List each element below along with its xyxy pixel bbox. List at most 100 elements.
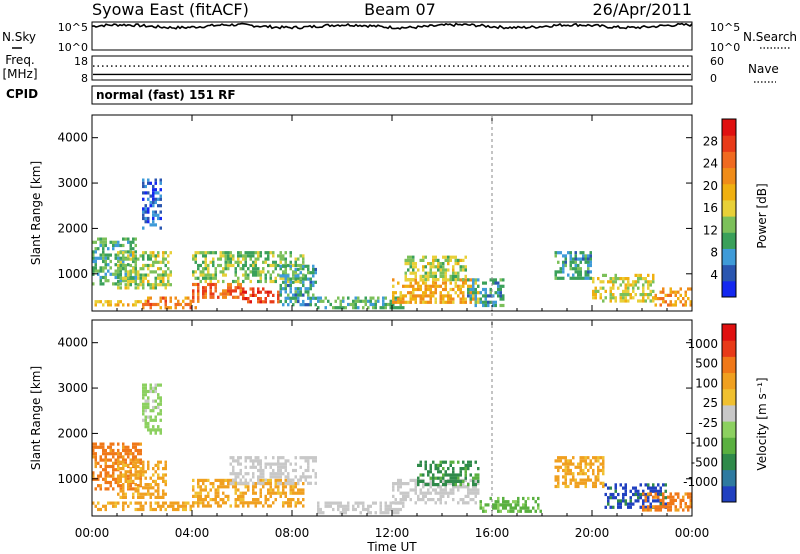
heatmap-cell xyxy=(244,270,247,274)
heatmap-cell xyxy=(302,303,305,307)
heatmap-cell xyxy=(237,488,240,492)
heatmap-cell xyxy=(272,254,275,258)
heatmap-cell xyxy=(99,243,102,248)
heatmap-cell xyxy=(467,501,470,505)
heatmap-cell xyxy=(154,178,157,182)
heatmap-cell xyxy=(284,459,287,463)
heatmap-cell xyxy=(279,267,282,271)
heatmap-cell xyxy=(112,471,115,475)
velocity-colorbar-label: Velocity [m s⁻¹] xyxy=(755,377,769,470)
heatmap-cell xyxy=(244,297,247,301)
heatmap-cell xyxy=(414,482,417,486)
heatmap-cell xyxy=(114,458,117,462)
heatmap-cell xyxy=(489,294,492,298)
heatmap-cell xyxy=(239,267,242,271)
heatmap-cell xyxy=(159,188,162,192)
heatmap-cell xyxy=(277,290,280,294)
heatmap-cell xyxy=(202,488,205,492)
heatmap-cell xyxy=(622,496,625,500)
heatmap-cell xyxy=(304,303,307,307)
heatmap-cell xyxy=(154,483,157,487)
heatmap-cell xyxy=(164,283,167,287)
heatmap-cell xyxy=(274,260,277,264)
heatmap-cell xyxy=(299,290,302,294)
heatmap-cell xyxy=(94,259,97,264)
heatmap-cell xyxy=(209,488,212,492)
heatmap-cell xyxy=(152,260,155,264)
heatmap-cell xyxy=(457,258,460,262)
heatmap-cell xyxy=(194,251,197,255)
heatmap-cell xyxy=(149,251,152,255)
heatmap-cell xyxy=(117,256,120,260)
heatmap-cell xyxy=(589,465,592,469)
heatmap-cell xyxy=(492,503,495,507)
heatmap-cell xyxy=(592,296,595,300)
heatmap-cell xyxy=(452,274,455,278)
colorbar-tick-label: 24 xyxy=(703,157,718,171)
heatmap-cell xyxy=(119,267,122,271)
heatmap-cell xyxy=(657,297,660,301)
heatmap-cell xyxy=(447,278,450,282)
heatmap-cell xyxy=(557,276,560,280)
heatmap-cell xyxy=(424,287,427,292)
heatmap-cell xyxy=(432,265,435,269)
heatmap-cell xyxy=(387,507,390,512)
heatmap-cell xyxy=(507,509,510,513)
heatmap-cell xyxy=(164,473,167,477)
heatmap-cell xyxy=(597,289,600,293)
heatmap-cell xyxy=(207,501,210,505)
power-colorbar-label: Power [dB] xyxy=(755,183,769,248)
heatmap-cell xyxy=(467,491,470,495)
heatmap-cell xyxy=(482,509,485,513)
heatmap-cell xyxy=(129,263,132,268)
heatmap-cell xyxy=(409,262,412,266)
heatmap-cell xyxy=(689,287,692,291)
heatmap-cell xyxy=(482,281,485,285)
heatmap-cell xyxy=(452,467,455,471)
heatmap-cell xyxy=(452,268,455,272)
heatmap-cell xyxy=(257,498,260,502)
heatmap-cell xyxy=(104,272,107,276)
heatmap-cell xyxy=(424,467,427,471)
heatmap-cell xyxy=(117,279,120,284)
heatmap-cell xyxy=(459,284,462,288)
heatmap-cell xyxy=(562,468,565,473)
heatmap-cell xyxy=(622,280,625,284)
heatmap-cell xyxy=(272,251,275,255)
heatmap-cell xyxy=(152,270,155,274)
heatmap-cell xyxy=(229,286,232,290)
heatmap-cell xyxy=(154,197,157,201)
heatmap-cell xyxy=(124,461,127,465)
heatmap-cell xyxy=(114,272,117,276)
heatmap-cell xyxy=(197,501,200,505)
heatmap-cell xyxy=(154,383,157,387)
heatmap-cell xyxy=(439,265,442,269)
heatmap-cell xyxy=(454,291,457,295)
heatmap-cell xyxy=(429,297,432,301)
heatmap-cell xyxy=(689,505,692,509)
heatmap-cell xyxy=(442,262,445,266)
heatmap-cell xyxy=(94,477,97,481)
heatmap-cell xyxy=(212,485,215,489)
heatmap-cell xyxy=(434,287,437,292)
heatmap-cell xyxy=(524,503,527,507)
heatmap-cell xyxy=(299,271,302,275)
heatmap-cell xyxy=(494,281,497,285)
heatmap-cell xyxy=(152,467,155,471)
heatmap-cell xyxy=(262,267,265,271)
colorbar-swatch xyxy=(722,119,736,136)
velocity-y-label: Slant Range [km] xyxy=(29,366,43,470)
heatmap-cell xyxy=(639,293,642,297)
heatmap-cell xyxy=(397,501,400,505)
heatmap-cell xyxy=(669,303,672,307)
heatmap-cell xyxy=(457,278,460,282)
heatmap-cell xyxy=(284,277,287,281)
heatmap-cell xyxy=(607,502,610,506)
heatmap-cell xyxy=(277,478,280,482)
heatmap-cell xyxy=(187,296,190,300)
heatmap-cell xyxy=(232,472,235,476)
heatmap-cell xyxy=(157,428,160,432)
heatmap-cell xyxy=(159,507,162,512)
heatmap-cell xyxy=(457,476,460,480)
